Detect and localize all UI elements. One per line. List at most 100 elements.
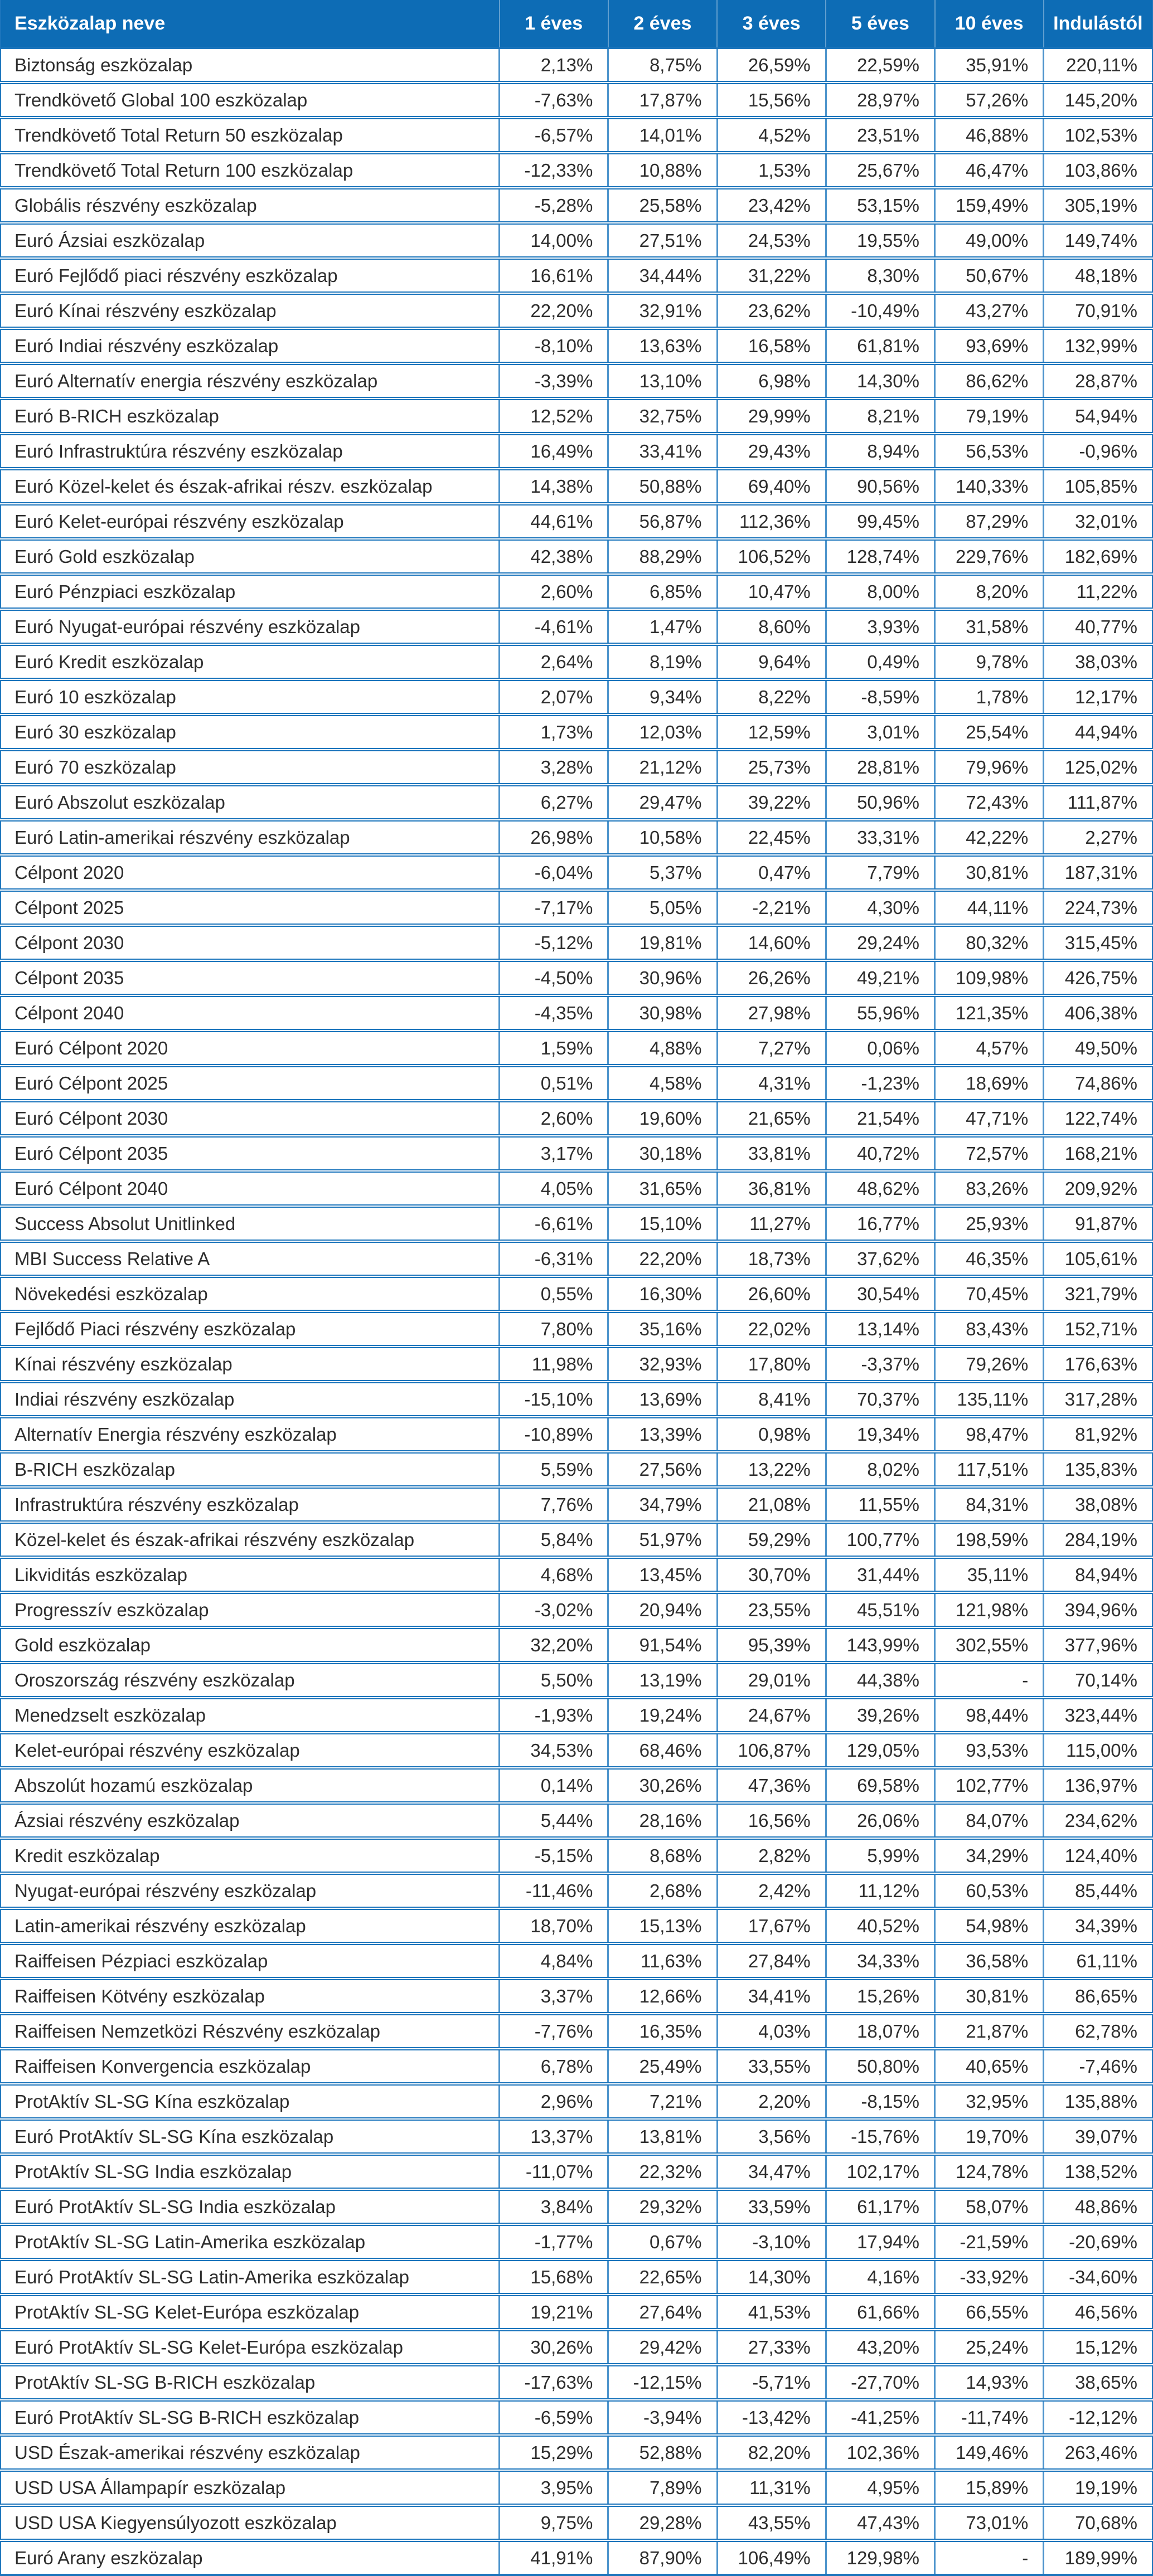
return-value-cell: 5,59% [499,1452,609,1489]
return-value-cell: 13,14% [826,1311,936,1348]
return-value-cell: 128,74% [826,539,936,576]
fund-name-cell: Euró Célpont 2040 [1,1171,501,1208]
return-value-cell: 46,47% [934,153,1045,189]
return-value-cell: -5,28% [499,188,609,225]
return-value-cell: 0,55% [499,1276,609,1313]
return-value-cell: 317,28% [1043,1382,1152,1418]
return-value-cell: 1,53% [717,153,827,189]
table-row: Euró 10 eszközalap 2,07% 9,34% 8,22% -8,59% 1… [1,679,1152,716]
header-row: Eszközalap neve 1 éves 2 éves 3 éves 5 é… [1,0,1152,49]
return-value-cell: 61,81% [826,328,936,365]
return-value-cell: 103,86% [1043,153,1152,189]
return-value-cell: 406,38% [1043,995,1152,1032]
return-value-cell: 102,77% [934,1768,1045,1805]
return-value-cell: -6,59% [499,2400,609,2437]
return-value-cell: 31,65% [608,1171,718,1208]
return-value-cell: 20,94% [608,1592,718,1629]
table-row: Euró 30 eszközalap 1,73% 12,03% 12,59% 3,01%… [1,715,1152,751]
return-value-cell: 11,55% [826,1487,936,1524]
return-value-cell: 86,65% [1043,1979,1152,2015]
return-value-cell: 117,51% [934,1452,1045,1489]
return-value-cell: 30,18% [608,1136,718,1173]
return-value-cell: 3,17% [499,1136,609,1173]
fund-name-cell: Euró Abszolut eszközalap [1,785,501,822]
return-value-cell: 14,30% [826,363,936,400]
return-value-cell: 8,02% [826,1452,936,1489]
return-value-cell: 41,91% [499,2540,609,2576]
return-value-cell: 74,86% [1043,1066,1152,1102]
return-value-cell: -7,46% [1043,2049,1152,2086]
return-value-cell: 4,30% [826,890,936,927]
table-row: Euró Pénzpiaci eszközalap 2,60% 6,85% 10,47… [1,574,1152,611]
return-value-cell: 28,81% [826,750,936,786]
return-value-cell: 4,95% [826,2470,936,2507]
return-value-cell: 22,32% [608,2154,718,2191]
return-value-cell: 19,24% [608,1698,718,1734]
return-value-cell: 2,07% [499,679,609,716]
return-value-cell: 29,42% [608,2330,718,2366]
return-value-cell: 11,12% [826,1873,936,1910]
fund-name-cell: Euró Alternatív energia részvény eszköza… [1,363,501,400]
fund-name-cell: Biztonság eszközalap [1,48,501,84]
return-value-cell: -17,63% [499,2365,609,2402]
return-value-cell: 30,26% [608,1768,718,1805]
return-value-cell: -12,15% [608,2365,718,2402]
table-row: Trendkövető Global 100 eszközalap -7,63% 1… [1,82,1152,119]
return-value-cell: 83,43% [934,1311,1045,1348]
return-value-cell: 22,02% [717,1311,827,1348]
return-value-cell: 38,65% [1043,2365,1152,2402]
return-value-cell: 44,38% [826,1663,936,1699]
return-value-cell: 136,97% [1043,1768,1152,1805]
return-value-cell: 30,96% [608,960,718,997]
fund-name-cell: Kredit eszközalap [1,1838,501,1875]
fund-name-cell: Euró Latin-amerikai részvény eszközalap [1,820,501,857]
return-value-cell: 10,47% [717,574,827,611]
return-value-cell: 66,55% [934,2295,1045,2331]
table-row: Euró 70 eszközalap 3,28% 21,12% 25,73% 28,81… [1,750,1152,786]
column-header-since-inception: Indulástól [1043,0,1152,49]
table-row: Trendkövető Total Return 50 eszközalap -6… [1,118,1152,154]
fund-name-cell: Ázsiai részvény eszközalap [1,1803,501,1840]
return-value-cell: 0,98% [717,1417,827,1454]
fund-name-cell: Euró Gold eszközalap [1,539,501,576]
fund-name-cell: Euró ProtAktív SL-SG Kelet-Európa eszköz… [1,2330,501,2366]
return-value-cell: 8,68% [608,1838,718,1875]
return-value-cell: -10,89% [499,1417,609,1454]
return-value-cell: 4,03% [717,2014,827,2050]
return-value-cell: 8,30% [826,258,936,295]
return-value-cell: 5,84% [499,1522,609,1559]
return-value-cell: 8,00% [826,574,936,611]
return-value-cell: 8,22% [717,679,827,716]
return-value-cell: 33,55% [717,2049,827,2086]
fund-name-cell: Kínai részvény eszközalap [1,1347,501,1383]
return-value-cell: 34,41% [717,1979,827,2015]
return-value-cell: -27,70% [826,2365,936,2402]
fund-name-cell: Alternatív Energia részvény eszközalap [1,1417,501,1454]
return-value-cell: 145,20% [1043,82,1152,119]
return-value-cell: 30,81% [934,1979,1045,2015]
return-value-cell: 48,86% [1043,2189,1152,2226]
return-value-cell: 30,70% [717,1557,827,1594]
return-value-cell: 4,16% [826,2259,936,2296]
return-value-cell: 16,58% [717,328,827,365]
return-value-cell: 27,98% [717,995,827,1032]
return-value-cell: 121,35% [934,995,1045,1032]
table-row: Euró Kredit eszközalap 2,64% 8,19% 9,64% 0,4… [1,644,1152,681]
return-value-cell: -6,04% [499,855,609,892]
return-value-cell: 9,78% [934,644,1045,681]
return-value-cell: 29,32% [608,2189,718,2226]
table-row: Indiai részvény eszközalap -15,10% 13,69% 8… [1,1382,1152,1418]
fund-name-cell: Euró 10 eszközalap [1,679,501,716]
return-value-cell: 125,02% [1043,750,1152,786]
return-value-cell: 25,93% [934,1206,1045,1243]
fund-name-cell: Trendkövető Total Return 50 eszközalap [1,118,501,154]
return-value-cell: -21,59% [934,2224,1045,2261]
return-value-cell: 33,41% [608,434,718,470]
return-value-cell: 34,44% [608,258,718,295]
return-value-cell: 263,46% [1043,2435,1152,2472]
return-value-cell: -11,74% [934,2400,1045,2437]
table-row: USD USA Kiegyensúlyozott eszközalap 9,75%… [1,2505,1152,2542]
return-value-cell: 132,99% [1043,328,1152,365]
return-value-cell: 4,52% [717,118,827,154]
